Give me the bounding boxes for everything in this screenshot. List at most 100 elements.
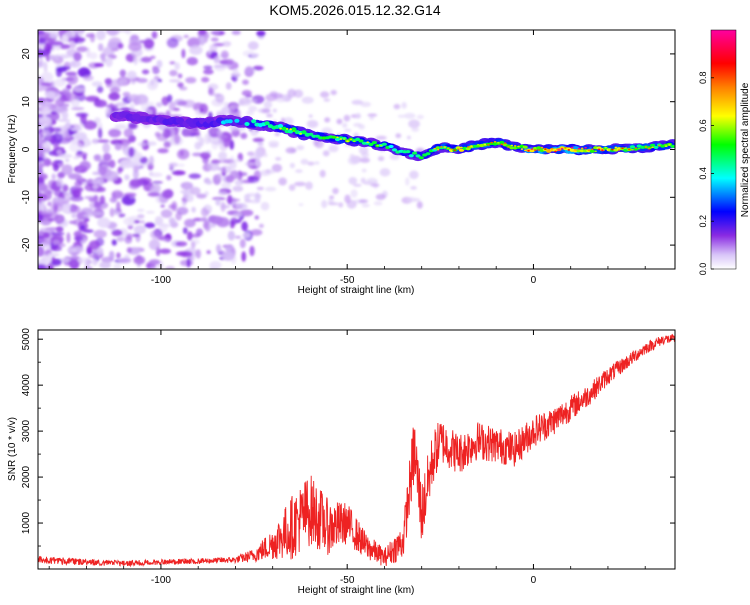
noise-blob	[66, 73, 79, 85]
noise-blob	[188, 173, 201, 179]
noise-blob	[73, 156, 80, 160]
ridge-segment	[285, 127, 289, 130]
noise-blob	[76, 211, 89, 220]
ridge-segment	[574, 149, 577, 151]
noise-blob	[128, 147, 135, 158]
ridge-segment	[487, 144, 490, 146]
noise-blob	[38, 263, 47, 269]
noise-blob	[232, 185, 244, 192]
noise-blob	[225, 82, 232, 90]
noise-blob	[416, 201, 423, 209]
noise-blob	[51, 231, 65, 236]
noise-blob	[215, 199, 221, 206]
ridge-segment	[244, 122, 250, 126]
noise-blob	[94, 117, 101, 124]
noise-blob	[40, 131, 51, 136]
noise-blob	[408, 119, 420, 129]
noise-blob	[38, 43, 42, 49]
noise-blob	[96, 85, 104, 94]
ridge-segment	[391, 148, 398, 152]
noise-blob	[373, 201, 383, 206]
ridge-segment	[550, 147, 554, 150]
ridge-segment	[460, 146, 463, 149]
noise-blob	[308, 114, 313, 118]
noise-blob	[218, 159, 228, 164]
ridge-segment	[279, 127, 282, 130]
noise-blob	[141, 69, 150, 75]
noise-blob	[148, 259, 161, 265]
noise-blob	[52, 239, 60, 245]
noise-blob	[100, 53, 106, 60]
noise-blob	[265, 93, 278, 102]
noise-blob	[205, 180, 213, 185]
noise-blob	[126, 247, 133, 254]
noise-blob	[154, 131, 161, 137]
noise-blob	[411, 127, 420, 132]
y-tick-label: 4000	[21, 374, 32, 397]
ridge-segment	[580, 147, 584, 150]
noise-blob	[116, 201, 121, 212]
ridge-segment	[346, 140, 349, 142]
noise-blob	[245, 99, 257, 103]
noise-blob	[370, 183, 380, 187]
noise-blob	[160, 209, 173, 219]
ridge-segment	[597, 148, 601, 151]
noise-blob	[229, 104, 239, 110]
noise-blob	[38, 213, 44, 223]
noise-blob	[239, 238, 246, 249]
ridge-segment	[523, 149, 527, 152]
noise-blob	[134, 94, 149, 105]
ridge-segment	[527, 150, 530, 152]
ridge-segment	[358, 139, 364, 143]
noise-blob	[52, 201, 65, 207]
noise-blob	[41, 106, 50, 115]
x-tick-label: -50	[340, 575, 355, 586]
noise-blob	[250, 53, 260, 57]
noise-blob	[232, 68, 239, 76]
colorbar-tick-label: 0.8	[698, 72, 708, 85]
noise-blob	[108, 250, 115, 261]
x-tick-label: 0	[531, 275, 537, 286]
noise-blob	[108, 41, 119, 49]
noise-blob	[58, 153, 73, 159]
noise-blob	[360, 157, 370, 163]
noise-blob	[208, 126, 221, 138]
ridge-segment	[554, 150, 557, 153]
noise-blob	[293, 89, 304, 98]
noise-blob	[114, 143, 122, 151]
ridge-segment	[227, 119, 233, 124]
noise-blob	[275, 157, 282, 161]
ridge-segment	[536, 146, 542, 150]
ridge-segment	[633, 147, 639, 151]
noise-blob	[89, 32, 96, 43]
noise-blob	[119, 159, 133, 169]
ridge-segment	[529, 149, 535, 153]
noise-blob	[175, 241, 188, 247]
noise-blob	[328, 202, 339, 206]
noise-blob	[225, 175, 235, 183]
noise-blob	[119, 228, 128, 238]
noise-blob	[53, 198, 68, 202]
noise-blob	[62, 88, 71, 95]
noise-blob	[199, 137, 205, 147]
ridge-segment	[617, 149, 621, 151]
ridge-segment	[634, 147, 638, 149]
noise-blob	[301, 96, 314, 104]
noise-blob	[38, 259, 46, 265]
noise-blob	[98, 128, 103, 139]
noise-blob	[124, 192, 137, 197]
noise-blob	[128, 41, 143, 52]
noise-blob	[322, 150, 330, 157]
noise-blob	[205, 206, 213, 211]
noise-blob	[240, 132, 248, 140]
noise-blob	[73, 235, 84, 242]
noise-blob	[163, 238, 171, 243]
ridge-segment	[611, 148, 614, 151]
noise-blob	[241, 251, 247, 262]
noise-blob	[65, 158, 70, 163]
ridge-segment	[455, 146, 461, 150]
noise-blob	[168, 79, 181, 83]
noise-blob	[69, 141, 84, 153]
noise-blob	[163, 141, 171, 148]
